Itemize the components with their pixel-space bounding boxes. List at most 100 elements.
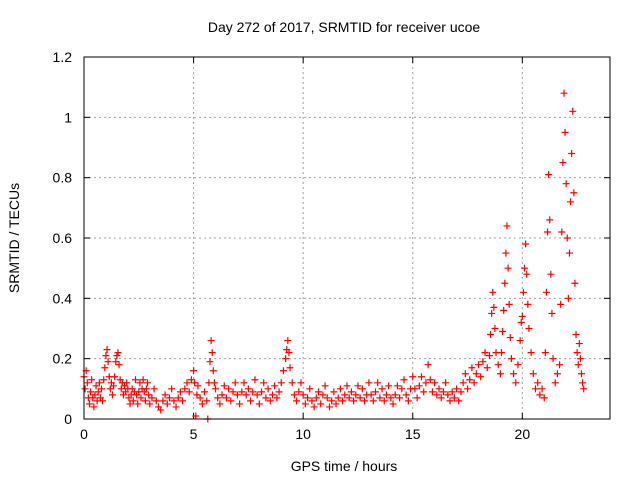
- data-point: [538, 385, 546, 393]
- data-point: [91, 391, 99, 399]
- data-point: [165, 394, 173, 402]
- data-point: [553, 370, 561, 378]
- data-point: [288, 379, 296, 387]
- data-point: [557, 300, 565, 308]
- data-point: [396, 394, 404, 402]
- data-point: [83, 379, 91, 387]
- data-point: [393, 382, 401, 390]
- data-point: [229, 388, 237, 396]
- data-point: [413, 394, 421, 402]
- data-point: [198, 400, 206, 408]
- data-point: [560, 89, 568, 97]
- data-point: [102, 352, 110, 360]
- data-point: [117, 385, 125, 393]
- data-point: [258, 388, 266, 396]
- data-point: [222, 394, 230, 402]
- x-tick-label: 20: [515, 426, 531, 442]
- data-point: [450, 394, 458, 402]
- data-point: [137, 394, 145, 402]
- y-tick-label: 0: [64, 411, 72, 427]
- data-point: [146, 400, 154, 408]
- y-tick-label: 0.6: [53, 230, 73, 246]
- data-point: [376, 394, 384, 402]
- data-point-layer: [80, 89, 588, 423]
- data-point: [521, 264, 529, 272]
- data-point: [437, 394, 445, 402]
- data-point: [433, 391, 441, 399]
- data-point: [194, 382, 202, 390]
- data-point: [448, 388, 456, 396]
- data-point: [572, 331, 580, 339]
- data-point: [491, 325, 499, 332]
- data-point: [206, 358, 214, 366]
- data-point: [579, 379, 587, 387]
- data-point: [196, 394, 204, 402]
- data-point: [518, 312, 526, 320]
- data-point: [534, 379, 542, 387]
- y-tick-label: 1.2: [53, 49, 73, 65]
- data-point: [112, 358, 120, 366]
- data-point: [356, 394, 364, 402]
- data-point: [343, 382, 351, 390]
- data-point: [159, 397, 167, 405]
- chart-title: Day 272 of 2017, SRMTID for receiver uco…: [208, 19, 481, 35]
- data-point: [525, 325, 533, 332]
- data-point: [142, 385, 150, 393]
- data-point: [571, 279, 579, 287]
- data-point: [203, 397, 211, 405]
- data-point: [545, 171, 553, 179]
- data-point: [293, 397, 301, 405]
- data-point: [90, 403, 98, 411]
- data-point: [339, 397, 347, 405]
- data-point: [517, 318, 525, 326]
- data-point: [268, 391, 276, 399]
- data-point: [481, 349, 489, 357]
- data-point: [418, 373, 426, 381]
- data-point: [208, 349, 216, 357]
- data-point: [570, 189, 578, 197]
- data-point: [108, 391, 116, 399]
- data-point: [365, 379, 373, 387]
- data-point: [531, 385, 539, 393]
- data-point: [499, 328, 507, 336]
- data-point: [193, 391, 201, 399]
- data-point: [503, 222, 511, 230]
- data-point: [380, 397, 388, 405]
- data-point: [279, 367, 287, 375]
- data-point: [113, 352, 121, 360]
- data-point: [308, 397, 316, 405]
- data-point: [286, 364, 294, 372]
- data-point: [190, 367, 198, 375]
- data-point: [174, 394, 182, 402]
- data-point: [92, 382, 100, 390]
- data-point: [152, 397, 160, 405]
- data-point: [548, 309, 556, 317]
- data-point: [85, 400, 93, 408]
- y-tick-label: 1: [64, 109, 72, 125]
- data-point: [385, 382, 393, 390]
- data-point: [255, 400, 263, 408]
- data-point: [529, 370, 537, 378]
- data-point: [332, 400, 340, 408]
- data-point: [489, 288, 497, 296]
- data-point: [426, 376, 434, 384]
- data-point: [564, 294, 572, 302]
- data-point: [490, 303, 498, 311]
- data-point: [354, 382, 362, 390]
- data-point: [424, 361, 432, 369]
- data-point: [126, 400, 134, 408]
- data-point: [321, 382, 329, 390]
- data-point: [336, 385, 344, 393]
- data-point: [115, 361, 123, 369]
- data-point: [304, 394, 312, 402]
- data-point: [400, 376, 408, 384]
- y-tick-label: 0.4: [53, 290, 73, 306]
- data-point: [183, 379, 191, 387]
- data-point: [455, 397, 463, 405]
- data-point: [260, 379, 268, 387]
- data-point: [378, 385, 386, 393]
- data-point: [306, 385, 314, 393]
- y-tick-label: 0.2: [53, 351, 73, 367]
- data-point: [275, 388, 283, 396]
